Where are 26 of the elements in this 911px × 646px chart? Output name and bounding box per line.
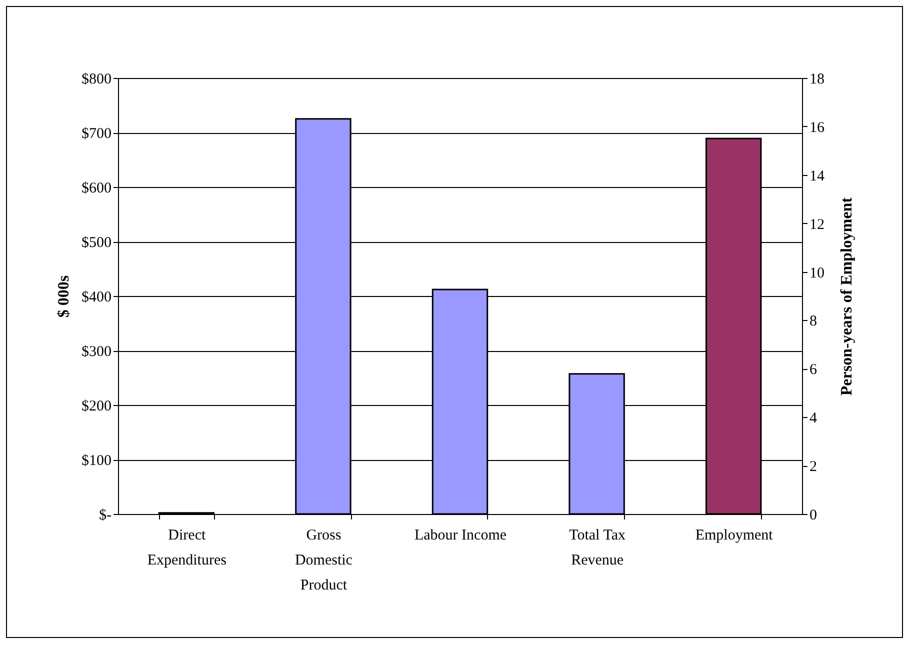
x-tick-label: Labour Income xyxy=(414,528,507,544)
y2-tick-label: 6 xyxy=(810,362,818,378)
y-tick-label: $700 xyxy=(82,126,112,142)
y-tick-label: $600 xyxy=(82,180,112,196)
y2-tick-label: 2 xyxy=(810,459,817,476)
y2-tick-label: 12 xyxy=(810,216,824,233)
y2-tick-label: 14 xyxy=(810,168,825,184)
y-tick-label: $800 xyxy=(82,72,112,88)
y-tick-label: $400 xyxy=(82,290,112,306)
y2-tick-label: 18 xyxy=(810,72,824,88)
y-tick-label: $300 xyxy=(82,344,112,360)
y2-axis-title: Person-years of Employment xyxy=(838,196,856,396)
y-tick-label: $500 xyxy=(82,235,112,251)
y2-tick-label: 16 xyxy=(810,120,825,136)
x-tick-label: Direct Expenditures xyxy=(147,528,227,568)
y-tick-label: $- xyxy=(99,508,112,524)
y-axis-title: $ 000s xyxy=(56,275,72,318)
x-tick-label: Total Tax Revenue xyxy=(569,528,626,568)
y2-tick-label: 10 xyxy=(810,265,824,282)
y-tick-label: $200 xyxy=(82,398,112,414)
y2-tick-label: 0 xyxy=(810,508,817,524)
x-tick-label: Employment xyxy=(695,528,774,544)
y2-tick-label: 4 xyxy=(810,410,818,427)
x-tick-label: Gross Domestic Product xyxy=(294,528,353,594)
y-tick-label: $100 xyxy=(82,453,112,469)
y2-tick-label: 8 xyxy=(810,314,817,330)
